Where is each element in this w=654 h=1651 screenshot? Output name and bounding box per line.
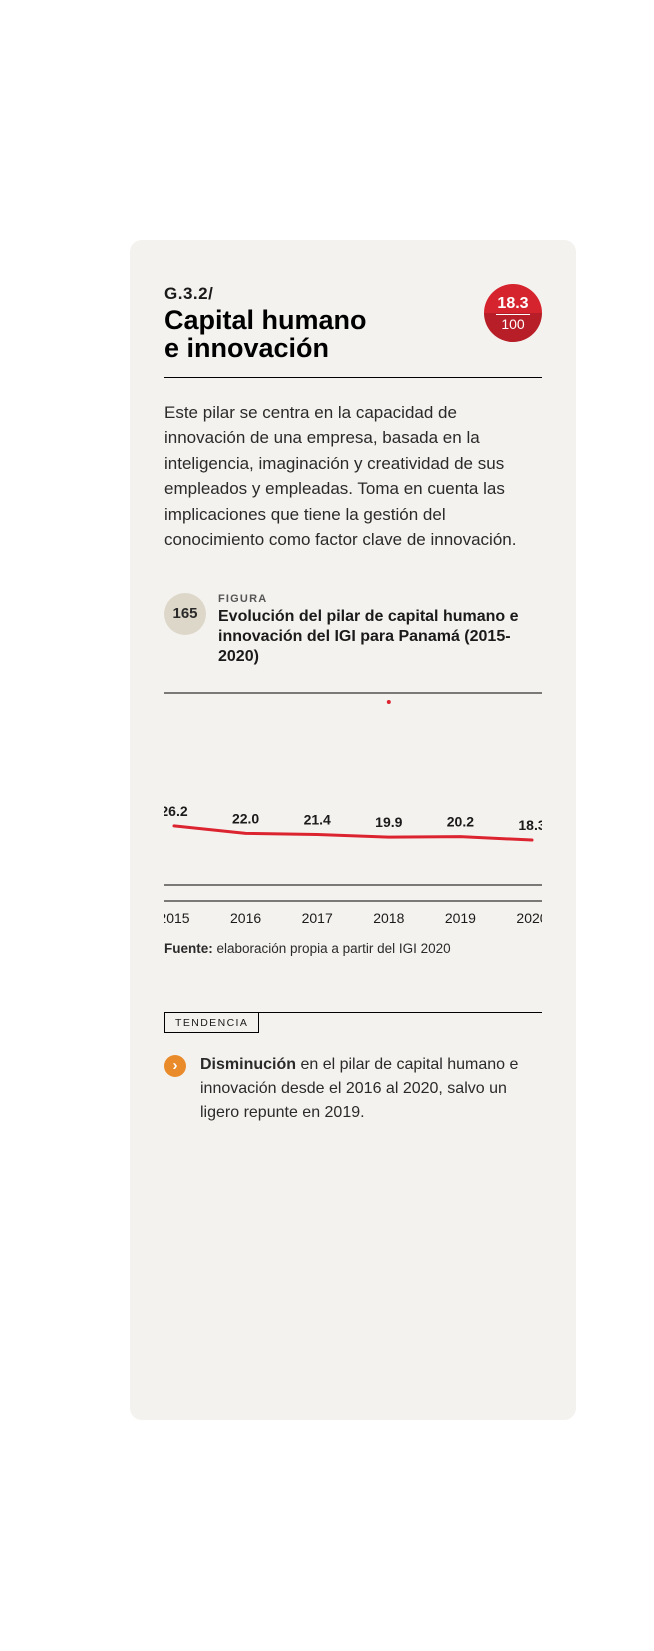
trend-label: TENDENCIA bbox=[164, 1013, 259, 1033]
svg-text:2020: 2020 bbox=[516, 910, 542, 926]
title-block: G.3.2/ Capital humano e innovación bbox=[164, 284, 484, 363]
title-rule bbox=[164, 377, 542, 378]
figure-head: 165 FIGURA Evolución del pilar de capita… bbox=[164, 593, 542, 667]
score-badge: 18.3 100 bbox=[484, 284, 542, 342]
section-id: G.3.2/ bbox=[164, 284, 484, 304]
svg-text:2019: 2019 bbox=[445, 910, 476, 926]
figure-label: FIGURA bbox=[218, 593, 542, 605]
info-card: G.3.2/ Capital humano e innovación 18.3 … bbox=[130, 240, 576, 1420]
score-numerator: 18.3 bbox=[497, 296, 528, 312]
section-title: Capital humano e innovación bbox=[164, 306, 484, 363]
score-divider bbox=[496, 314, 530, 315]
svg-text:18.3: 18.3 bbox=[518, 817, 542, 833]
trend-block: TENDENCIA › Disminución en el pilar de c… bbox=[164, 1012, 542, 1125]
svg-text:22.0: 22.0 bbox=[232, 810, 259, 826]
chart-source: Fuente: elaboración propia a partir del … bbox=[164, 941, 542, 956]
figure-number-badge: 165 bbox=[164, 593, 206, 635]
score-denominator: 100 bbox=[501, 317, 524, 331]
svg-text:26.2: 26.2 bbox=[164, 803, 188, 819]
chart-svg: 26.2 22.0 21.4 19.9 20.2 18.3 2015 2016 2017 2018… bbox=[164, 685, 542, 931]
description-text: Este pilar se centra en la capacidad de … bbox=[164, 400, 542, 553]
figure-block: 165 FIGURA Evolución del pilar de capita… bbox=[164, 593, 542, 956]
chevron-right-icon: › bbox=[164, 1055, 186, 1077]
svg-text:2016: 2016 bbox=[230, 910, 261, 926]
card-header: G.3.2/ Capital humano e innovación 18.3 … bbox=[164, 284, 542, 363]
svg-text:19.9: 19.9 bbox=[375, 814, 402, 830]
svg-text:2018: 2018 bbox=[373, 910, 404, 926]
svg-text:2015: 2015 bbox=[164, 910, 190, 926]
figure-title: Evolución del pilar de capital humano e … bbox=[218, 607, 542, 667]
trend-item: › Disminución en el pilar de capital hum… bbox=[164, 1053, 542, 1125]
svg-text:21.4: 21.4 bbox=[304, 811, 331, 827]
svg-text:20.2: 20.2 bbox=[447, 813, 474, 829]
svg-text:2017: 2017 bbox=[302, 910, 333, 926]
line-chart: 26.2 22.0 21.4 19.9 20.2 18.3 2015 2016 2017 2018… bbox=[164, 685, 542, 931]
trend-text: Disminución en el pilar de capital human… bbox=[200, 1053, 542, 1125]
